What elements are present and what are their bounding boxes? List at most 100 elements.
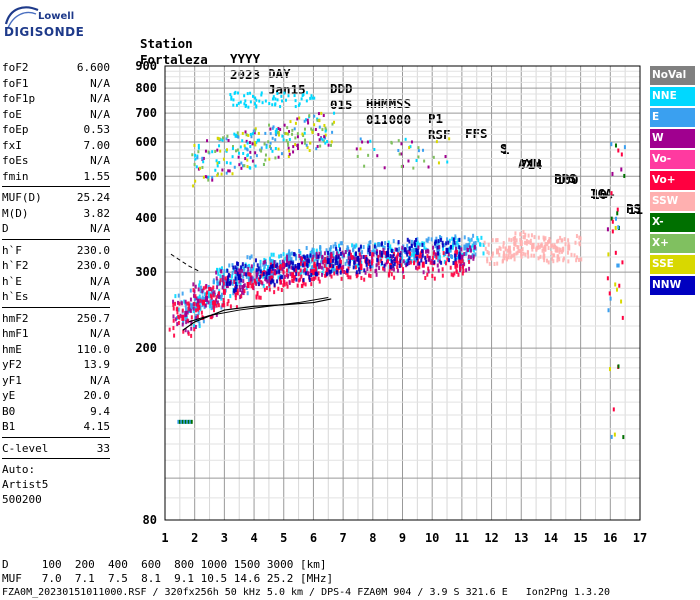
echo-mark xyxy=(414,237,417,242)
echo-mark xyxy=(557,255,560,260)
echo-mark xyxy=(195,315,198,320)
echo-mark xyxy=(555,248,558,253)
echo-mark xyxy=(405,250,408,255)
echo-mark xyxy=(398,261,401,266)
echo-mark xyxy=(233,288,236,293)
echo-mark xyxy=(451,236,454,241)
parameter-group-profile: hmF2 250.7 hmF1 N/A hmE 110.0 yF2 13.9 yF1 N/A yE 2… xyxy=(2,311,110,435)
echo-mark xyxy=(222,274,225,279)
echo-mark xyxy=(198,294,201,299)
echo-mark xyxy=(405,261,408,266)
echo-mark xyxy=(376,249,379,254)
echo-mark xyxy=(314,269,317,274)
echo-mark xyxy=(390,247,393,252)
echo-mark xyxy=(543,247,546,252)
echo-mark xyxy=(479,242,482,247)
echo-mark xyxy=(426,272,429,277)
echo-mark xyxy=(201,298,204,303)
echo-mark xyxy=(252,266,255,271)
echo-mark xyxy=(215,276,218,281)
data-point xyxy=(415,248,419,255)
echo-mark xyxy=(310,273,313,278)
echo-mark xyxy=(354,244,357,249)
echo-mark xyxy=(527,250,530,255)
echo-mark xyxy=(437,268,440,273)
echo-mark xyxy=(329,272,332,277)
echo-mark xyxy=(212,292,215,297)
echo-mark xyxy=(390,258,393,263)
echo-mark xyxy=(400,253,403,258)
echo-mark xyxy=(344,250,347,255)
echo-mark xyxy=(386,243,389,248)
echo-mark xyxy=(282,269,285,274)
parameter-label: foF2 xyxy=(2,61,29,74)
echo-mark xyxy=(330,251,333,256)
echo-mark xyxy=(376,256,379,261)
echo-mark xyxy=(502,250,505,255)
echo-mark xyxy=(442,252,445,257)
echo-mark xyxy=(294,269,297,274)
echo-mark xyxy=(195,313,198,318)
echo-mark xyxy=(389,256,392,261)
data-point xyxy=(380,251,384,258)
echo-mark xyxy=(512,236,515,241)
echo-mark xyxy=(328,269,331,274)
echo-mark xyxy=(404,247,407,252)
echo-mark xyxy=(535,246,538,251)
echo-mark xyxy=(172,306,175,311)
echo-mark xyxy=(276,265,279,270)
echo-mark xyxy=(305,262,308,267)
echo-mark xyxy=(548,239,551,244)
echo-mark xyxy=(617,225,620,230)
echo-mark xyxy=(367,248,370,253)
echo-mark xyxy=(376,255,379,260)
legend-item: X- xyxy=(650,213,695,232)
echo-mark xyxy=(303,261,306,266)
echo-mark xyxy=(543,244,546,249)
echo-mark xyxy=(238,279,241,284)
echo-mark xyxy=(408,256,411,261)
echo-mark xyxy=(236,290,239,295)
logo-lowell-text: Lowell xyxy=(38,11,75,22)
echo-mark xyxy=(420,255,423,260)
echo-mark xyxy=(313,261,316,266)
echo-mark xyxy=(236,266,239,271)
echo-mark xyxy=(369,264,372,269)
echo-mark xyxy=(351,255,354,260)
echo-mark xyxy=(410,253,413,258)
echo-mark xyxy=(457,251,460,256)
echo-mark xyxy=(354,254,357,259)
echo-mark xyxy=(426,254,429,259)
echo-mark xyxy=(381,261,384,266)
hdr-iga-value: 10+ xyxy=(592,187,615,202)
echo-mark xyxy=(526,249,529,254)
parameter-row: hmE 110.0 xyxy=(2,342,110,358)
echo-mark xyxy=(365,262,368,267)
echo-mark xyxy=(335,257,338,262)
echo-mark xyxy=(347,260,350,265)
echo-mark xyxy=(201,288,204,293)
echo-mark xyxy=(504,246,507,251)
echo-mark xyxy=(441,240,444,245)
echo-mark xyxy=(259,274,262,279)
echo-mark xyxy=(393,252,396,257)
echo-mark xyxy=(471,243,474,248)
echo-mark xyxy=(288,253,291,258)
echo-mark xyxy=(226,302,229,307)
echo-mark xyxy=(273,260,276,265)
echo-mark xyxy=(396,254,399,259)
echo-mark xyxy=(449,248,452,253)
echo-mark xyxy=(198,324,201,329)
echo-mark xyxy=(327,267,330,272)
echo-mark xyxy=(467,257,470,262)
echo-mark xyxy=(401,245,404,250)
echo-mark xyxy=(225,268,228,273)
echo-mark xyxy=(285,254,288,259)
echo-mark xyxy=(332,256,335,261)
echo-mark xyxy=(531,245,534,250)
echo-mark xyxy=(468,259,471,264)
echo-mark xyxy=(331,268,334,273)
echo-mark xyxy=(229,294,232,299)
echo-mark xyxy=(236,291,239,296)
echo-mark xyxy=(408,261,411,266)
